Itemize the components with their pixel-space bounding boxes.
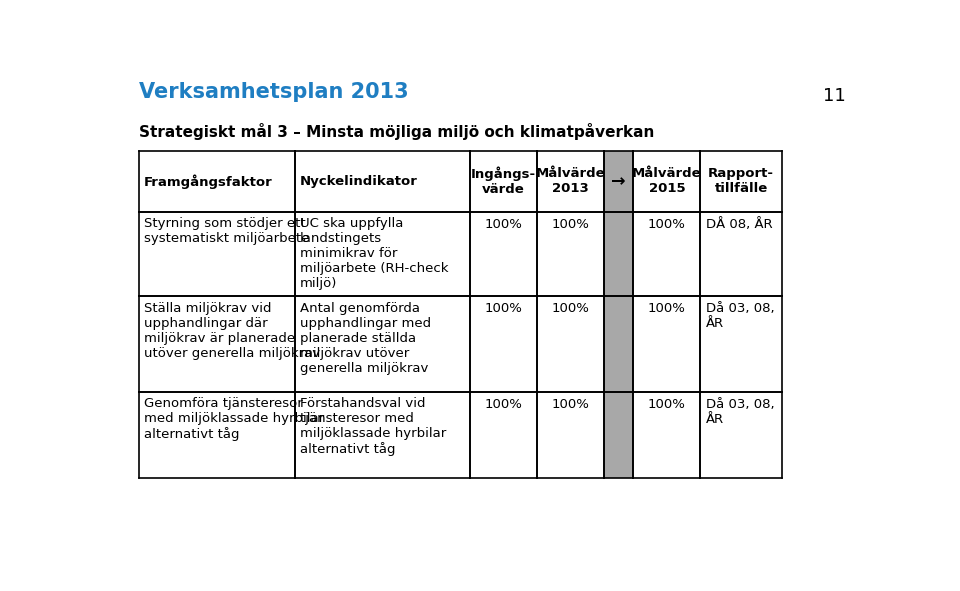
Text: 100%: 100% [484, 398, 522, 411]
Bar [469, 296, 537, 392]
Text: Genomföra tjänsteresor
med miljöklassade hyrbilar
alternativt tåg: Genomföra tjänsteresor med miljöklassade… [144, 397, 324, 441]
Bar [469, 151, 537, 212]
Text: 11: 11 [823, 87, 846, 105]
Text: Verksamhetsplan 2013: Verksamhetsplan 2013 [138, 82, 408, 102]
Text: Rapport-
tillfälle: Rapport- tillfälle [708, 167, 774, 195]
Text: Styrning som stödjer ett
systematiskt miljöarbete: Styrning som stödjer ett systematiskt mi… [144, 217, 309, 245]
Bar [634, 212, 700, 296]
Text: DÅ 08, ÅR: DÅ 08, ÅR [706, 218, 772, 231]
Text: Då 03, 08,
ÅR: Då 03, 08, ÅR [706, 398, 774, 426]
Text: 100%: 100% [551, 218, 589, 231]
Text: Strategiskt mål 3 – Minsta möjliga miljö och klimatpåverkan: Strategiskt mål 3 – Minsta möjliga miljö… [138, 124, 654, 140]
Bar [469, 212, 537, 296]
Bar [700, 392, 782, 478]
Bar [138, 212, 295, 296]
Bar [295, 151, 469, 212]
Text: Framgångsfaktor: Framgångsfaktor [144, 174, 273, 189]
Bar [604, 392, 634, 478]
Text: 100%: 100% [551, 302, 589, 315]
Bar [295, 296, 469, 392]
Text: 100%: 100% [648, 302, 685, 315]
Text: Förstahandsval vid
tjänsteresor med
miljöklassade hyrbilar
alternativt tåg: Förstahandsval vid tjänsteresor med milj… [300, 397, 446, 456]
Text: 100%: 100% [648, 218, 685, 231]
Bar [138, 151, 295, 212]
Text: Då 03, 08,
ÅR: Då 03, 08, ÅR [706, 302, 774, 330]
Bar [295, 392, 469, 478]
Bar [604, 296, 634, 392]
Bar [537, 151, 604, 212]
Bar [295, 212, 469, 296]
Text: 100%: 100% [484, 218, 522, 231]
Bar [634, 296, 700, 392]
Text: →: → [612, 172, 626, 190]
Text: Målvärde
2013: Målvärde 2013 [536, 167, 605, 195]
Text: 100%: 100% [648, 398, 685, 411]
Text: Ställa miljökrav vid
upphandlingar där
miljökrav är planerade
utöver generella m: Ställa miljökrav vid upphandlingar där m… [144, 301, 320, 360]
Bar [469, 392, 537, 478]
Text: 100%: 100% [551, 398, 589, 411]
Bar [700, 296, 782, 392]
Bar [634, 151, 700, 212]
Text: Nyckelindikator: Nyckelindikator [300, 175, 418, 188]
Bar [700, 151, 782, 212]
Bar [537, 212, 604, 296]
Bar [604, 151, 634, 212]
Text: Målvärde
2015: Målvärde 2015 [632, 167, 702, 195]
Text: 100%: 100% [484, 302, 522, 315]
Bar [537, 392, 604, 478]
Bar [700, 212, 782, 296]
Bar [604, 212, 634, 296]
Text: UC ska uppfylla
landstingets
minimikrav för
miljöarbete (RH-check
miljö): UC ska uppfylla landstingets minimikrav … [300, 217, 448, 290]
Bar [634, 392, 700, 478]
Text: Ingångs-
värde: Ingångs- värde [470, 167, 536, 196]
Bar [537, 296, 604, 392]
Bar [138, 392, 295, 478]
Text: Antal genomförda
upphandlingar med
planerade ställda
miljökrav utöver
generella : Antal genomförda upphandlingar med plane… [300, 301, 431, 375]
Bar [138, 296, 295, 392]
